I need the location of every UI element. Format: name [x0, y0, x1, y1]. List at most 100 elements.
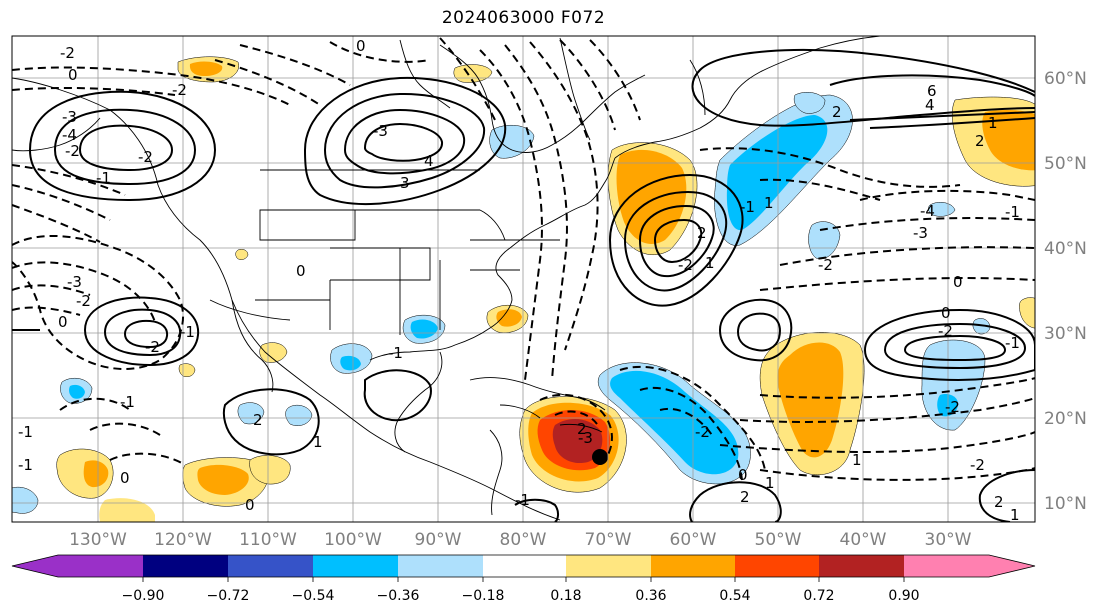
- pacific-warm-small: [178, 363, 196, 377]
- latitude-labels: 60°N 50°N 40°N 30°N 20°N 10°N: [1044, 69, 1087, 514]
- contour-label: 0: [120, 469, 130, 487]
- colorbar: −0.90 −0.72 −0.54 −0.36 −0.18 0.18 0.36 …: [11, 554, 1036, 604]
- contour-label: -2: [695, 423, 710, 441]
- contour-label: -4: [62, 126, 77, 144]
- colorbar-tick-label: 0.36: [635, 588, 666, 604]
- map-panel: 0 -2 0 -2 -3 -4 4 3 -3 -2 0 6 4 2 1 -4 -…: [12, 36, 1035, 522]
- colorbar-segment: [566, 555, 651, 577]
- contour-label: 0: [68, 66, 78, 84]
- lon-label: 80°W: [500, 530, 547, 550]
- contour-label: 2: [253, 411, 263, 429]
- contour-label: -2: [138, 148, 153, 166]
- baja-warm-patch: [259, 342, 288, 363]
- mexico-cold-patch-3: [285, 404, 313, 426]
- colorbar-tick-label: −0.36: [377, 588, 420, 604]
- colorbar-outline: [11, 554, 1036, 578]
- contour-label: 0: [58, 313, 68, 331]
- contour-label: 2: [577, 420, 587, 438]
- contour-label: 3: [400, 174, 410, 192]
- storm-center-marker: [592, 449, 608, 465]
- colorbar-segment: [58, 555, 143, 577]
- contour-label: -2: [945, 398, 960, 416]
- contour-label: 0: [941, 304, 951, 322]
- colorbar-extend-high: [989, 555, 1035, 577]
- contour-label: -2: [970, 456, 985, 474]
- contour-label: 1: [852, 451, 862, 469]
- pacific-warm-4: [99, 498, 155, 522]
- mexico-cold-patch-2: [237, 402, 265, 425]
- lon-label: 60°W: [670, 530, 717, 550]
- longitude-labels: 130°W 120°W 110°W 100°W 90°W 80°W 70°W 6…: [69, 530, 972, 550]
- contour-label: 0: [296, 262, 306, 280]
- contour-label: 4: [424, 152, 434, 170]
- colorbar-tick-label: −0.90: [122, 588, 165, 604]
- lat-label: 30°N: [1044, 324, 1087, 344]
- colorbar-extend-low: [12, 555, 58, 577]
- colorbar-tick-label: −0.72: [207, 588, 250, 604]
- contour-label: -1: [1005, 203, 1020, 221]
- pacific-warm-3: [249, 455, 291, 485]
- alaska-warm-core: [189, 61, 223, 76]
- map-frame: [11, 35, 1036, 523]
- colorbar-segment: [228, 555, 313, 577]
- contours: [12, 37, 1035, 522]
- contour-label: -2: [145, 338, 160, 356]
- contour-label: -3: [62, 108, 77, 126]
- lat-label: 40°N: [1044, 239, 1087, 259]
- lat-label: 60°N: [1044, 69, 1087, 89]
- pacific-warm-1-core: [197, 464, 249, 495]
- contour-label: -1: [388, 344, 403, 362]
- newfoundland-warm-inner: [616, 149, 687, 244]
- colorbar-segment: [819, 555, 904, 577]
- atlantic-cold-patch-55n: [793, 92, 826, 114]
- atlantic-cold-inner: [610, 370, 739, 475]
- colorbar-segment: [398, 555, 483, 577]
- contour-label: 2: [975, 132, 985, 150]
- lon-label: 30°W: [925, 530, 972, 550]
- colorbar-tick-label: −0.54: [292, 588, 335, 604]
- contour-label: -1: [18, 456, 33, 474]
- contour-label: 0: [738, 466, 748, 484]
- lat-label: 20°N: [1044, 409, 1087, 429]
- caribbean-warm-core: [552, 418, 603, 464]
- contour-label: 0: [953, 273, 963, 291]
- lon-label: 110°W: [239, 530, 297, 550]
- contour-label: 1: [988, 114, 998, 132]
- lon-label: 50°W: [755, 530, 802, 550]
- contour-label: -2: [818, 256, 833, 274]
- lon-label: 40°W: [840, 530, 887, 550]
- contour-label: 0: [245, 496, 255, 514]
- contour-label: 1: [765, 474, 775, 492]
- contour-label: -4: [920, 202, 935, 220]
- contour-label: 2: [832, 103, 842, 121]
- contour-label: -3: [67, 273, 82, 291]
- contour-label: -2: [678, 256, 693, 274]
- rockies-warm-patch: [235, 248, 249, 260]
- lat-label: 50°N: [1044, 154, 1087, 174]
- contour-label: -2: [172, 81, 187, 99]
- contour-label: -1: [740, 198, 755, 216]
- colorbar-segment: [483, 555, 566, 577]
- contour-label: -1: [96, 169, 111, 187]
- lon-label: 100°W: [324, 530, 382, 550]
- gulf-cold-core: [410, 319, 438, 339]
- contour-label: 6: [927, 82, 937, 100]
- contour-label: 2: [740, 488, 750, 506]
- contour-label: -3: [578, 429, 593, 447]
- contour-label: 0: [356, 37, 366, 55]
- contour-label: 1: [764, 194, 774, 212]
- colorbar-segment: [651, 555, 735, 577]
- pacific-warm-2-core: [83, 460, 109, 488]
- contour-label: 2: [994, 493, 1004, 511]
- graticule: [12, 36, 1035, 522]
- contour-labels: 0 -2 0 -2 -3 -4 4 3 -3 -2 0 6 4 2 1 -4 -…: [18, 37, 1020, 522]
- atlantic-cold-patch-45w: [808, 221, 841, 260]
- contour-label: -1: [1005, 334, 1020, 352]
- contour-label: -2: [65, 142, 80, 160]
- gulf-warm-core: [496, 309, 522, 327]
- contour-label: -1: [180, 323, 195, 341]
- contour-label: -3: [373, 122, 388, 140]
- map-title: 2024063000 F072: [441, 8, 606, 28]
- mexico-cold-core: [340, 355, 361, 371]
